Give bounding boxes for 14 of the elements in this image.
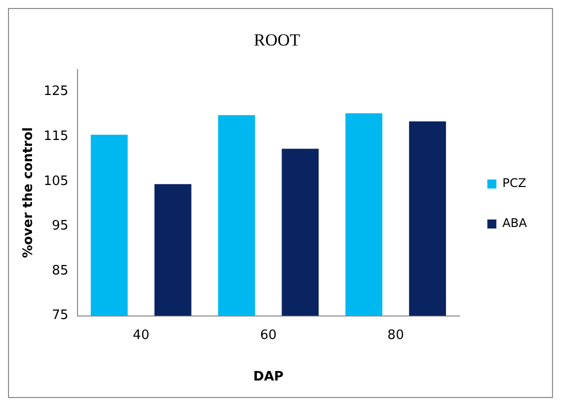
x-tick-label: 60 xyxy=(260,328,277,343)
y-tick-label: 75 xyxy=(52,308,68,324)
y-tick-label: 105 xyxy=(44,174,68,189)
chart-title: ROOT xyxy=(254,30,301,50)
y-tick-label: 85 xyxy=(52,263,68,278)
y-tick-label: 95 xyxy=(52,218,68,234)
y-axis-title: %over the control xyxy=(21,127,36,258)
x-axis-title: DAP xyxy=(253,370,284,385)
x-tick-label: 80 xyxy=(387,328,404,343)
legend-label: PCZ xyxy=(502,176,526,190)
y-tick-label: 115 xyxy=(44,128,68,144)
x-tick-label: 40 xyxy=(132,328,150,343)
legend-label: ABA xyxy=(502,216,528,230)
y-tick-label: 125 xyxy=(44,84,68,100)
